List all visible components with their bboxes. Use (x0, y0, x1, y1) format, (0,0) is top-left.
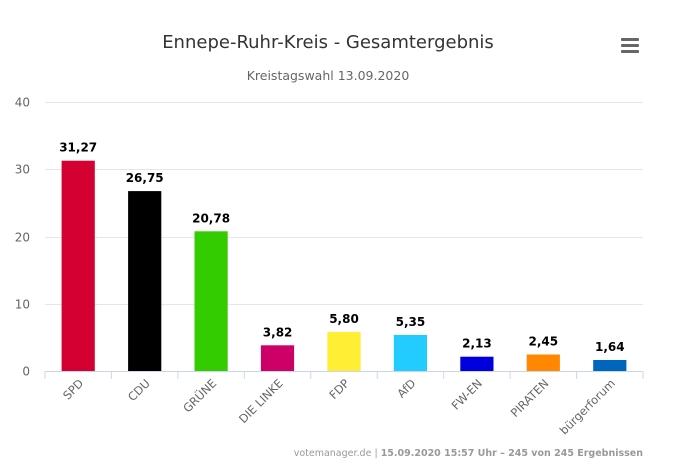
x-tick-label: GRÜNE (179, 375, 219, 415)
y-tick-label: 0 (22, 365, 30, 379)
data-label: 20,78 (192, 211, 230, 225)
context-menu-button[interactable] (614, 33, 644, 57)
x-tick-label: DIE LINKE (236, 376, 286, 426)
x-tick-label: CDU (125, 376, 153, 404)
y-tick-label: 30 (15, 163, 30, 177)
data-label: 5,80 (329, 312, 359, 326)
bars (61, 160, 627, 372)
x-tick-label: bürgerforum (557, 376, 618, 437)
y-tick-label: 10 (15, 298, 30, 312)
data-label: 31,27 (59, 141, 97, 155)
data-label: 26,75 (126, 171, 164, 185)
chart-title: Ennepe-Ruhr-Kreis - Gesamtergebnis (162, 32, 494, 53)
x-tick-label: PIRATEN (508, 376, 552, 420)
x-axis-ticks: SPD CDU GRÜNE DIE LINKE FDP AfD FW-EN PIRATEN bü… (44, 371, 644, 437)
x-tick-label: SPD (60, 376, 86, 402)
x-tick-label: FW-EN (449, 376, 485, 412)
data-label: 1,64 (595, 340, 625, 354)
bar-spd[interactable] (61, 160, 95, 371)
credits-text[interactable]: votemanager.de | 15.09.2020 15:57 Uhr – … (294, 448, 644, 459)
bar-grüne[interactable] (194, 231, 228, 371)
hamburger-menu-icon[interactable] (621, 38, 639, 53)
bar-afd[interactable] (393, 335, 427, 371)
y-tick-label: 40 (15, 96, 30, 110)
credits-source[interactable]: votemanager.de (294, 448, 372, 459)
data-label: 2,13 (462, 337, 492, 351)
bar-bürgerforum[interactable] (593, 360, 627, 371)
x-tick-label: FDP (326, 376, 352, 402)
bar-cdu[interactable] (128, 191, 162, 371)
y-axis-ticks: 0 10 20 30 40 (15, 96, 30, 379)
data-label: 5,35 (396, 315, 426, 329)
bar-piraten[interactable] (526, 354, 560, 372)
data-label: 3,82 (263, 325, 293, 339)
y-tick-label: 20 (15, 231, 30, 245)
data-labels: 31,27 26,75 20,78 3,82 5,80 5,35 2,13 2,45 1,64 (58, 139, 626, 355)
credits-detail: 15.09.2020 15:57 Uhr – 245 von 245 Ergeb… (381, 448, 644, 459)
x-tick-label: AfD (394, 376, 418, 400)
bar-fdp[interactable] (327, 332, 361, 371)
chart-subtitle: Kreistagswahl 13.09.2020 (247, 68, 410, 83)
credits-separator: | (371, 448, 380, 459)
bar-die-linke[interactable] (260, 345, 295, 371)
bar-fw-en[interactable] (460, 356, 494, 371)
data-label: 2,45 (528, 335, 558, 349)
